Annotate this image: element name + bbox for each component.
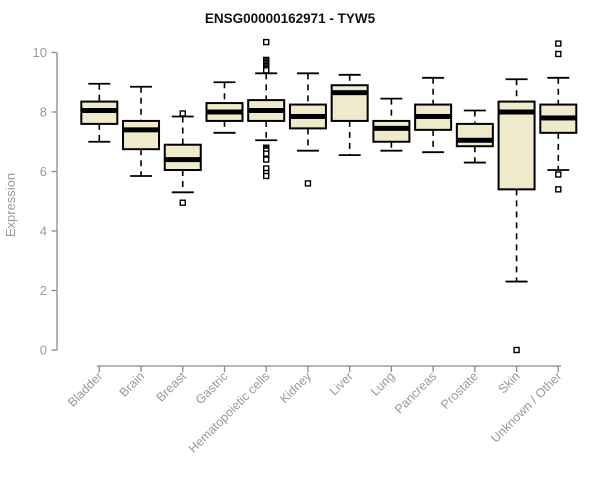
box-lung — [372, 119, 411, 143]
y-tick-label: 0 — [40, 343, 47, 358]
median-line-liver — [331, 90, 368, 96]
outlier-marker — [555, 50, 562, 58]
y-tick-label: 4 — [40, 224, 47, 239]
y-tick-label: 10 — [33, 45, 47, 60]
y-axis-title: Expression — [3, 173, 18, 237]
median-line-lung — [373, 125, 410, 131]
median-line-pancreas — [415, 113, 452, 119]
x-tick-label-hematopoietic-cells: Hematopoietic cells — [186, 369, 273, 456]
outlier-marker — [555, 186, 562, 193]
median-line-prostate — [456, 137, 493, 143]
x-tick-label-pancreas: Pancreas — [392, 369, 439, 416]
outlier-marker — [555, 171, 562, 178]
outlier-marker — [263, 172, 270, 180]
x-tick-label-breast: Breast — [153, 369, 189, 405]
box-brain — [122, 119, 161, 151]
x-tick-label-liver: Liver — [327, 369, 356, 398]
box-skin — [497, 100, 536, 191]
median-line-kidney — [289, 113, 326, 119]
x-tick-label-skin: Skin — [496, 369, 523, 396]
plot-area: 0 2 4 6 8 10 Bladder Brain Breast GastricHematopo… — [33, 38, 578, 456]
x-tick-label-lung: Lung — [368, 369, 398, 399]
median-line-unknown-other — [540, 115, 577, 121]
outlier-marker — [263, 38, 270, 46]
y-tick-label: 6 — [40, 164, 47, 179]
outlier-marker — [513, 346, 520, 354]
outlier-marker — [263, 156, 270, 163]
outlier-marker — [179, 199, 186, 206]
median-line-skin — [498, 109, 535, 115]
x-tick-label-prostate: Prostate — [438, 369, 481, 412]
median-line-breast — [164, 157, 201, 163]
median-line-bladder — [81, 108, 118, 114]
x-tick-label-kidney: Kidney — [277, 369, 314, 406]
median-line-gastric — [206, 109, 243, 115]
outlier-marker — [555, 40, 562, 47]
y-tick-label: 8 — [40, 105, 47, 120]
x-tick-label-gastric: Gastric — [193, 369, 231, 407]
box-prostate — [455, 122, 494, 148]
outlier-marker — [263, 150, 270, 157]
chart-title: ENSG00000162971 - TYW5 — [205, 11, 376, 26]
x-tick-label-unknown-other: Unknown / Other — [488, 369, 564, 445]
outlier-marker — [304, 180, 312, 187]
x-tick-label-brain: Brain — [117, 369, 148, 400]
median-line-brain — [123, 127, 160, 133]
median-line-hematopoietic-cells — [248, 108, 285, 114]
y-tick-label: 2 — [40, 283, 47, 298]
outlier-marker — [179, 110, 186, 117]
x-tick-label-bladder: Bladder — [65, 369, 105, 409]
outlier-marker — [263, 67, 270, 74]
